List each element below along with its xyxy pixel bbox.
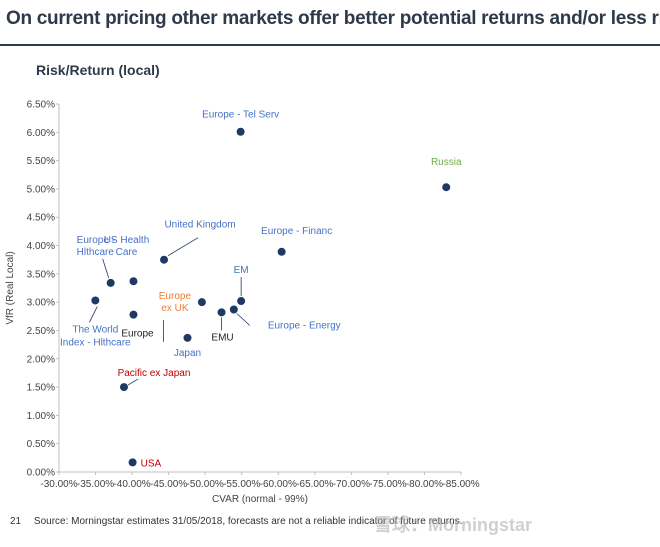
- x-tick-label: -70.00%: [333, 479, 370, 490]
- label-leader-line: [167, 237, 199, 257]
- source-note: Source: Morningstar estimates 31/05/2018…: [33, 516, 463, 527]
- point-label: USA: [141, 458, 162, 469]
- data-point: [160, 255, 169, 264]
- x-tick-label: -80.00%: [406, 479, 443, 490]
- y-tick-label: 2.00%: [27, 354, 55, 365]
- y-tick-label: 5.50%: [27, 156, 55, 167]
- data-point: [128, 458, 137, 467]
- y-tick-label: 5.00%: [27, 184, 55, 195]
- point-label: Care: [116, 247, 138, 258]
- label-leader-line: [102, 258, 110, 279]
- point-label: US Health: [104, 235, 150, 246]
- point-label: Index - Hlthcare: [60, 337, 131, 348]
- x-tick-label: -35.00%: [77, 479, 114, 490]
- y-tick-label: 6.00%: [27, 128, 55, 139]
- watermark: 雪球：Morningstar: [374, 515, 533, 535]
- point-label: ex UK: [161, 303, 189, 314]
- title-divider: [0, 44, 660, 46]
- point-label: Europe - Energy: [268, 321, 341, 332]
- data-point: [236, 127, 245, 136]
- label-leader-line: [88, 306, 98, 323]
- y-tick-label: 1.00%: [27, 411, 55, 422]
- data-point: [442, 183, 451, 192]
- y-axis-title: VfR (Real Local): [5, 251, 16, 324]
- point-label: EMU: [211, 332, 233, 343]
- y-tick-label: 4.00%: [27, 241, 55, 252]
- x-tick-label: -60.00%: [260, 479, 297, 490]
- point-label: Russia: [431, 157, 462, 168]
- label-leader-line: [127, 378, 139, 386]
- page-title: On current pricing other markets offer b…: [6, 8, 660, 29]
- data-point: [277, 247, 286, 256]
- y-tick-label: 0.00%: [27, 468, 55, 479]
- label-leader-line: [236, 313, 251, 326]
- point-label: United Kingdom: [164, 220, 235, 231]
- x-tick-label: -85.00%: [442, 479, 479, 490]
- data-point: [229, 305, 238, 314]
- point-label: Europe: [121, 329, 154, 340]
- x-tick-label: -40.00%: [113, 479, 150, 490]
- x-tick-label: -75.00%: [369, 479, 406, 490]
- data-point: [119, 383, 128, 392]
- y-tick-label: 4.50%: [27, 213, 55, 224]
- x-tick-label: -55.00%: [223, 479, 260, 490]
- chart-subtitle: Risk/Return (local): [36, 62, 160, 78]
- point-label: Europe - Financ: [261, 226, 332, 237]
- y-tick-label: 2.50%: [27, 326, 55, 337]
- data-point: [129, 310, 138, 319]
- point-label: Europe -: [77, 235, 115, 246]
- point-label: Hlthcare: [77, 247, 115, 258]
- page-number: 21: [10, 516, 22, 527]
- point-label: Europe - Tel Serv: [202, 110, 279, 121]
- data-point: [183, 333, 192, 342]
- point-label: Japan: [174, 348, 201, 359]
- point-label: Pacific ex Japan: [118, 368, 191, 379]
- data-point: [129, 277, 138, 286]
- x-axis-title: CVAR (normal - 99%): [212, 494, 308, 505]
- point-label: The World: [72, 324, 118, 335]
- data-point: [237, 297, 246, 306]
- y-tick-label: 6.50%: [27, 100, 55, 111]
- x-tick-label: -65.00%: [296, 479, 333, 490]
- y-tick-label: 1.50%: [27, 383, 55, 394]
- x-tick-label: -30.00%: [40, 479, 77, 490]
- y-tick-label: 3.00%: [27, 298, 55, 309]
- data-point: [197, 298, 206, 307]
- data-point: [91, 296, 100, 305]
- x-tick-label: -45.00%: [150, 479, 187, 490]
- y-tick-label: 3.50%: [27, 269, 55, 280]
- y-tick-label: 0.50%: [27, 439, 55, 450]
- x-tick-label: -50.00%: [187, 479, 224, 490]
- data-point: [106, 278, 115, 287]
- point-label: EM: [234, 265, 249, 276]
- data-point: [217, 308, 226, 317]
- point-label: Europe: [159, 291, 192, 302]
- footer: 21 Source: Morningstar estimates 31/05/2…: [10, 516, 462, 527]
